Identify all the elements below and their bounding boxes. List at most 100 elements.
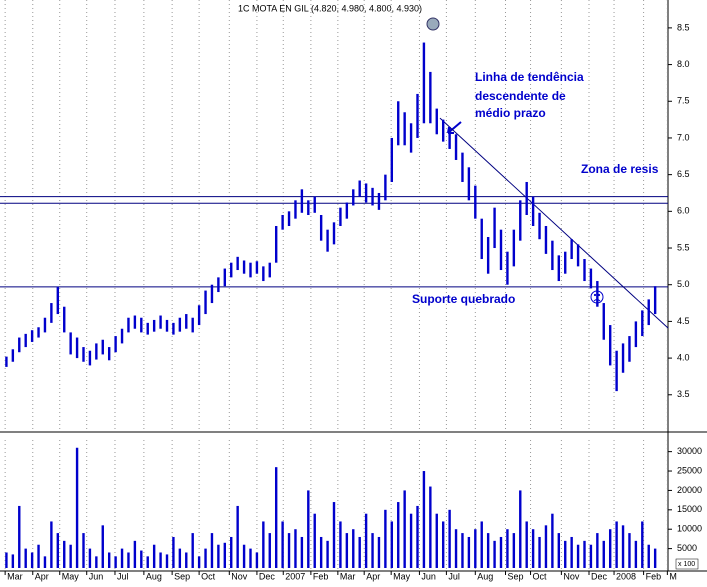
price-bar — [236, 256, 239, 271]
price-bar — [377, 192, 381, 210]
y-tick-label: 30000 — [677, 446, 702, 456]
volume-bar — [56, 533, 60, 568]
volume-bar — [307, 490, 310, 568]
y-tick-label: 7.5 — [677, 96, 690, 106]
price-bar — [416, 93, 419, 138]
price-bar — [615, 350, 618, 392]
volume-bar — [628, 533, 631, 568]
y-tick-label: 8.5 — [677, 22, 690, 32]
volume-bar — [313, 513, 316, 568]
price-bar — [647, 299, 650, 326]
volume-bar — [461, 533, 464, 568]
y-tick-label: 4.5 — [677, 316, 690, 326]
x-tick-label: Apr — [366, 571, 380, 581]
price-bar — [11, 349, 15, 362]
x-tick-label: Jul — [117, 571, 129, 581]
volume-bar — [262, 521, 265, 568]
price-bar — [268, 262, 271, 278]
volume-bar — [287, 533, 291, 568]
y-tick-label: 5.5 — [677, 242, 690, 252]
volume-bar — [641, 521, 644, 568]
volume-bar — [210, 533, 214, 568]
volume-bar — [416, 505, 419, 568]
price-bar — [634, 321, 638, 348]
price-bar — [397, 101, 400, 146]
price-bar — [18, 337, 21, 353]
price-bar — [274, 226, 278, 263]
volume-bar — [409, 513, 413, 568]
price-bar — [287, 211, 291, 227]
volume-bar — [557, 533, 561, 568]
volume-bar — [499, 536, 503, 568]
price-bar — [50, 303, 53, 323]
price-bar — [493, 207, 496, 249]
annotation: Zona de resis — [581, 162, 659, 176]
price-bar — [608, 325, 612, 366]
price-bar — [294, 200, 297, 219]
volume-bar — [217, 544, 220, 568]
x-tick-label: Aug — [477, 571, 493, 581]
price-bar — [140, 317, 143, 333]
price-bar — [403, 112, 406, 146]
volume-bar — [223, 542, 227, 568]
price-bar — [551, 240, 554, 271]
volume-bar — [242, 544, 246, 568]
price-bar — [480, 218, 483, 260]
volume-bar — [493, 540, 496, 568]
volume-bar — [570, 536, 573, 568]
y-tick-label: 10000 — [677, 524, 702, 534]
price-bar — [499, 229, 503, 271]
volume-bar — [30, 552, 34, 568]
price-bar — [409, 123, 413, 153]
volume-bar — [5, 552, 8, 568]
volume-bar — [127, 552, 130, 568]
price-bar — [319, 215, 323, 241]
volume-bar — [197, 556, 201, 568]
chart-title: 1C MOTA EN GIL (4.820, 4.980, 4.800, 4.9… — [238, 3, 422, 13]
volume-bar — [454, 529, 458, 568]
price-bar — [332, 222, 336, 245]
volume-bar — [435, 513, 438, 568]
price-bar — [461, 152, 464, 182]
price-bar — [249, 262, 252, 278]
volume-bar — [397, 502, 400, 568]
price-bar — [197, 305, 201, 326]
volume-bar — [159, 552, 162, 568]
price-bar — [146, 322, 149, 335]
price-bar — [133, 315, 137, 329]
price-bar — [255, 261, 259, 274]
volume-bar — [429, 486, 432, 568]
price-bar — [570, 239, 573, 260]
y-tick-label: 8.0 — [677, 59, 690, 69]
price-bar — [544, 226, 548, 254]
volume-bar — [467, 536, 471, 568]
volume-bar — [178, 548, 182, 568]
price-bar — [422, 42, 426, 124]
x-tick-label: Sep — [507, 571, 523, 581]
x-tick-label: 2008 — [616, 571, 636, 581]
price-bar — [525, 181, 528, 215]
volume-bar — [358, 536, 361, 568]
volume-bar — [531, 529, 535, 568]
price-bar — [653, 286, 657, 315]
volume-bar — [114, 556, 117, 568]
price-bar — [262, 266, 265, 282]
volume-bar — [564, 540, 567, 568]
volume-bar — [24, 548, 27, 568]
price-bar — [564, 251, 567, 274]
volume-bar — [332, 502, 336, 568]
x-tick-label: Nov — [231, 571, 248, 581]
x-tick-label: Dec — [591, 571, 608, 581]
annotation: Linha de tendência — [475, 70, 584, 84]
price-bar — [159, 315, 162, 329]
price-bar — [204, 290, 207, 315]
volume-bar — [589, 544, 593, 568]
volume-bar — [185, 552, 188, 568]
volume-bar — [101, 525, 104, 568]
x-tick-label: Nov — [563, 571, 580, 581]
volume-bar — [255, 552, 259, 568]
volume-bar — [339, 521, 342, 568]
price-bar — [448, 126, 451, 149]
volume-bar — [165, 554, 169, 568]
